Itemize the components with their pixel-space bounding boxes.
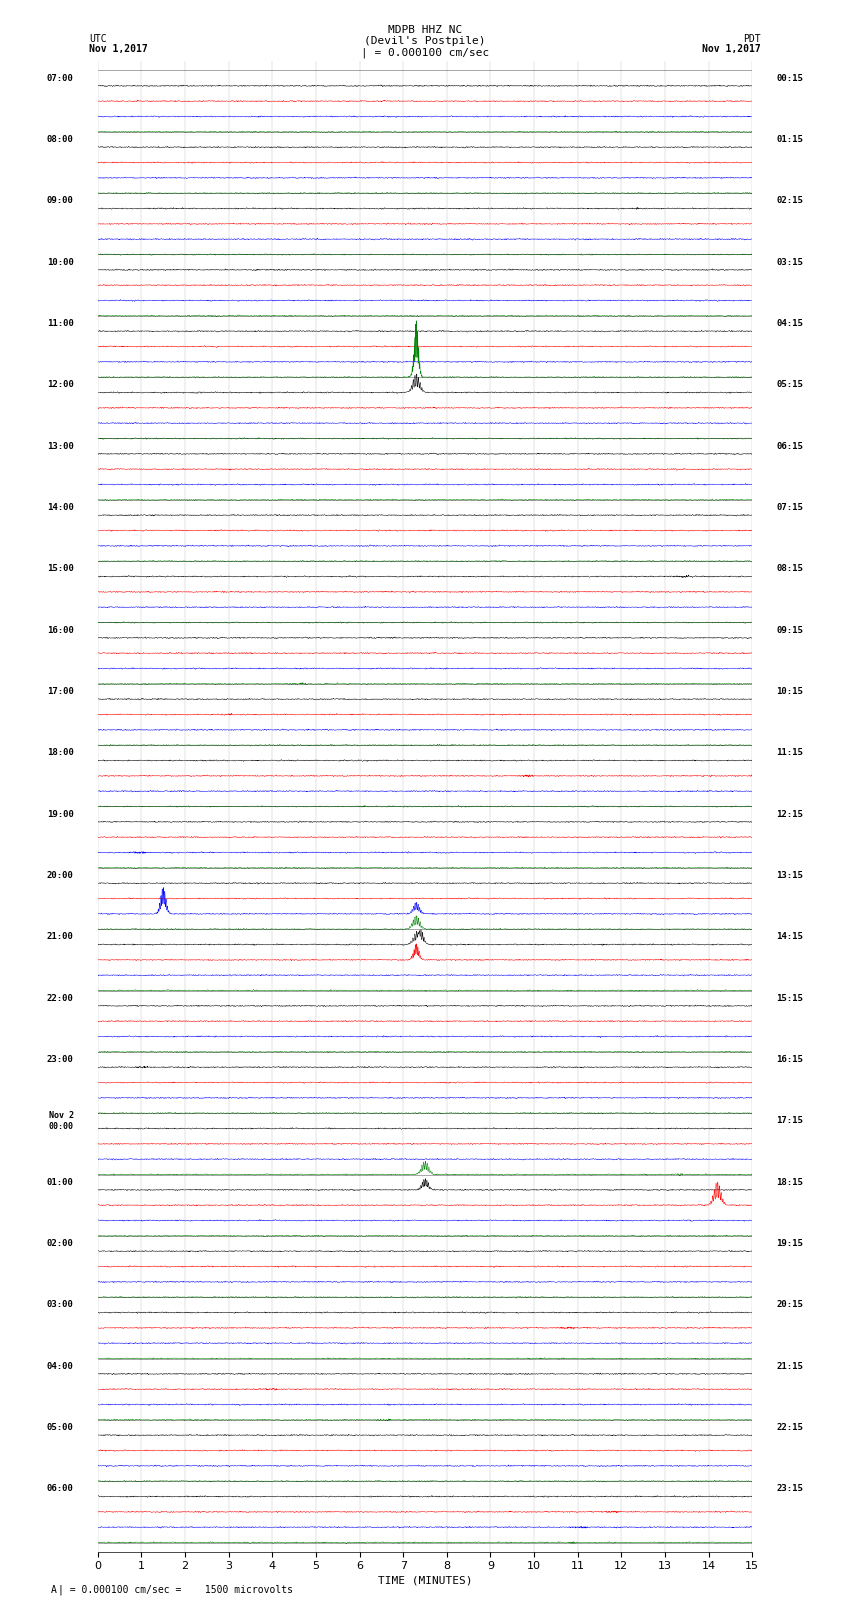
X-axis label: TIME (MINUTES): TIME (MINUTES) xyxy=(377,1576,473,1586)
Text: 14:15: 14:15 xyxy=(776,932,803,942)
Text: A: A xyxy=(51,1586,57,1595)
Text: 22:15: 22:15 xyxy=(776,1423,803,1432)
Text: Nov 1,2017: Nov 1,2017 xyxy=(89,44,148,53)
Text: Nov 1,2017: Nov 1,2017 xyxy=(702,44,761,53)
Text: 23:15: 23:15 xyxy=(776,1484,803,1494)
Text: 22:00: 22:00 xyxy=(47,994,74,1003)
Text: 00:15: 00:15 xyxy=(776,74,803,82)
Text: 18:00: 18:00 xyxy=(47,748,74,758)
Text: 14:00: 14:00 xyxy=(47,503,74,511)
Text: 12:00: 12:00 xyxy=(47,381,74,389)
Text: 03:00: 03:00 xyxy=(47,1300,74,1310)
Text: 17:00: 17:00 xyxy=(47,687,74,695)
Text: 08:00: 08:00 xyxy=(47,135,74,144)
Text: 18:15: 18:15 xyxy=(776,1177,803,1187)
Text: 20:15: 20:15 xyxy=(776,1300,803,1310)
Text: 17:15: 17:15 xyxy=(776,1116,803,1126)
Text: 05:00: 05:00 xyxy=(47,1423,74,1432)
Text: 03:15: 03:15 xyxy=(776,258,803,266)
Text: UTC: UTC xyxy=(89,34,107,44)
Text: 09:15: 09:15 xyxy=(776,626,803,634)
Text: 16:15: 16:15 xyxy=(776,1055,803,1065)
Text: 19:00: 19:00 xyxy=(47,810,74,819)
Text: 15:00: 15:00 xyxy=(47,565,74,573)
Text: 06:15: 06:15 xyxy=(776,442,803,450)
Text: 23:00: 23:00 xyxy=(47,1055,74,1065)
Title: MDPB HHZ NC
(Devil's Postpile)
| = 0.000100 cm/sec: MDPB HHZ NC (Devil's Postpile) | = 0.000… xyxy=(361,24,489,58)
Text: 06:00: 06:00 xyxy=(47,1484,74,1494)
Text: 21:00: 21:00 xyxy=(47,932,74,942)
Text: 07:15: 07:15 xyxy=(776,503,803,511)
Text: | = 0.000100 cm/sec =    1500 microvolts: | = 0.000100 cm/sec = 1500 microvolts xyxy=(58,1584,292,1595)
Text: 19:15: 19:15 xyxy=(776,1239,803,1248)
Text: 09:00: 09:00 xyxy=(47,197,74,205)
Text: 01:15: 01:15 xyxy=(776,135,803,144)
Text: 04:15: 04:15 xyxy=(776,319,803,327)
Text: 02:00: 02:00 xyxy=(47,1239,74,1248)
Text: 13:15: 13:15 xyxy=(776,871,803,881)
Text: Nov 2
00:00: Nov 2 00:00 xyxy=(48,1111,74,1131)
Text: 02:15: 02:15 xyxy=(776,197,803,205)
Text: 05:15: 05:15 xyxy=(776,381,803,389)
Text: 20:00: 20:00 xyxy=(47,871,74,881)
Text: 13:00: 13:00 xyxy=(47,442,74,450)
Text: 16:00: 16:00 xyxy=(47,626,74,634)
Text: 12:15: 12:15 xyxy=(776,810,803,819)
Text: 07:00: 07:00 xyxy=(47,74,74,82)
Text: 01:00: 01:00 xyxy=(47,1177,74,1187)
Text: 21:15: 21:15 xyxy=(776,1361,803,1371)
Text: 11:15: 11:15 xyxy=(776,748,803,758)
Text: 15:15: 15:15 xyxy=(776,994,803,1003)
Text: 08:15: 08:15 xyxy=(776,565,803,573)
Text: PDT: PDT xyxy=(743,34,761,44)
Text: 10:00: 10:00 xyxy=(47,258,74,266)
Text: 10:15: 10:15 xyxy=(776,687,803,695)
Text: 11:00: 11:00 xyxy=(47,319,74,327)
Text: 04:00: 04:00 xyxy=(47,1361,74,1371)
